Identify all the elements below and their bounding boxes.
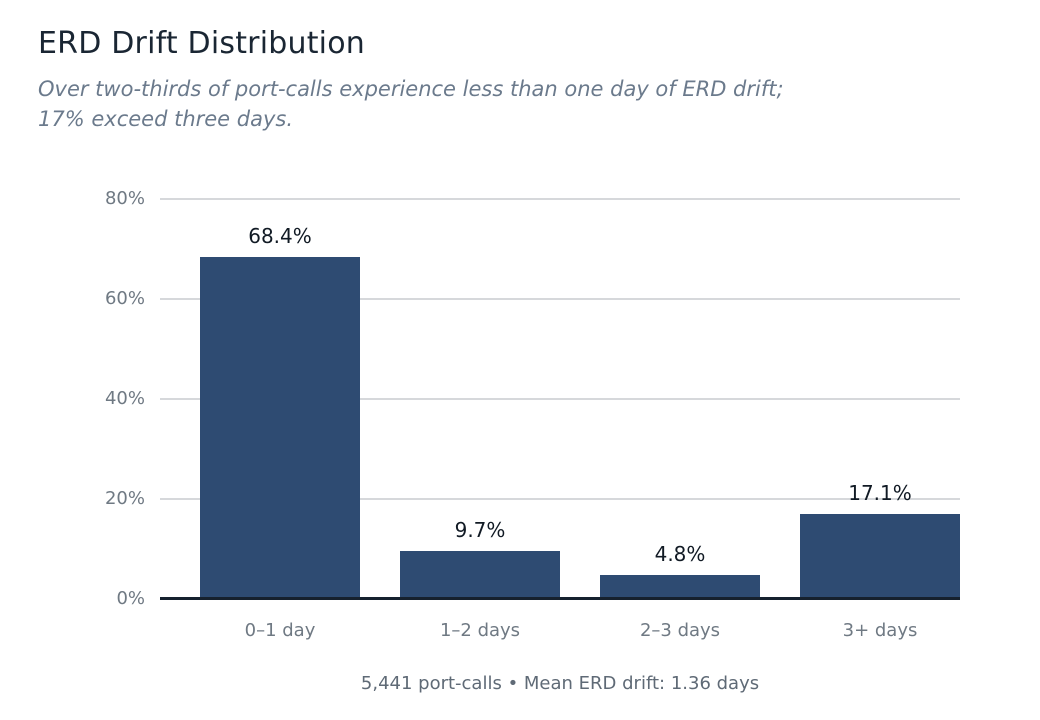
y-tick-label-60: 60%: [104, 288, 145, 309]
chart-subtitle-line-1: Over two-thirds of port-calls experience…: [38, 77, 784, 101]
bar-0: [200, 257, 360, 599]
x-axis-line: [160, 597, 960, 600]
gridline-60: [160, 298, 960, 300]
bar-value-label-0: 68.4%: [248, 224, 312, 248]
bar-group-2: 4.8%: [600, 199, 760, 599]
bar-3: [800, 513, 960, 599]
bar-2: [600, 575, 760, 599]
bar-value-label-1: 9.7%: [454, 517, 506, 542]
x-tick-label-0: 0–1 day: [244, 620, 316, 641]
bar-group-0: 68.4%: [200, 199, 360, 599]
gridline-20: [160, 498, 960, 500]
bar-group-1: 9.7%: [400, 199, 560, 599]
y-tick-label-80: 80%: [104, 188, 145, 209]
bar-group-3: 17.1%: [800, 199, 960, 599]
plot-area: 0% 20% 40% 60% 80% 68.4% 9.7% 4.8% 17.1%: [105, 188, 960, 609]
y-tick-label-20: 20%: [104, 488, 145, 509]
y-tick-label-40: 40%: [104, 388, 145, 409]
bar-value-label-3: 17.1%: [848, 480, 912, 505]
gridline-40: [160, 398, 960, 400]
chart-title: ERD Drift Distribution: [38, 26, 365, 61]
x-tick-label-1: 1–2 days: [439, 620, 521, 641]
bar-1: [400, 550, 560, 599]
gridline-80: [160, 198, 960, 200]
bar-value-label-2: 4.8%: [654, 542, 706, 566]
x-tick-label-3: 3+ days: [842, 620, 918, 641]
y-tick-label-0: 0%: [116, 588, 145, 609]
chart-subtitle: Over two-thirds of port-calls experience…: [38, 74, 784, 134]
x-tick-label-2: 2–3 days: [639, 620, 721, 641]
chart-subtitle-line-2: 17% exceed three days.: [38, 107, 294, 131]
chart-footnote: 5,441 port-calls • Mean ERD drift: 1.36 …: [360, 673, 760, 694]
